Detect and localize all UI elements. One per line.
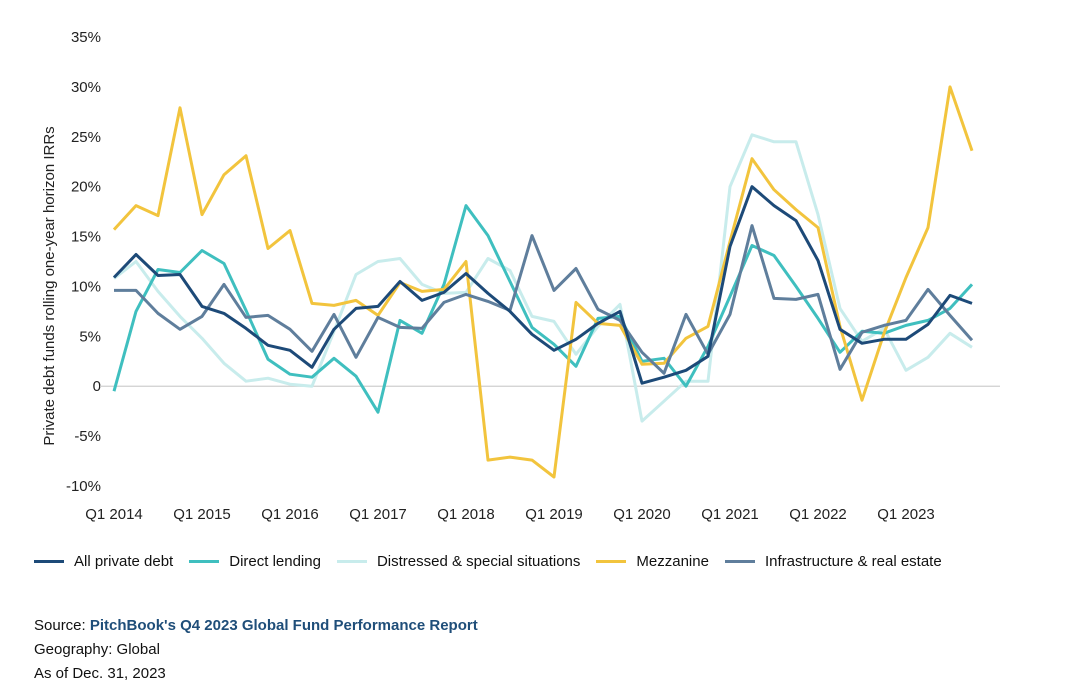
x-tick-label: Q1 2017 bbox=[349, 506, 407, 523]
x-tick-label: Q1 2021 bbox=[701, 506, 759, 523]
legend-swatch bbox=[336, 560, 367, 563]
x-tick-label: Q1 2020 bbox=[613, 506, 671, 523]
as-of-text: As of Dec. 31, 2023 bbox=[34, 665, 166, 682]
legend-item: Direct lending bbox=[189, 553, 321, 570]
line-chart: -10%-5%05%10%15%20%25%30%35% Q1 2014 Q1 2… bbox=[41, 29, 1000, 523]
source-prefix: Source: bbox=[34, 617, 90, 634]
series-line-direct-lending bbox=[112, 204, 974, 414]
series-line-distressed-special-situations bbox=[113, 133, 973, 423]
y-tick-label: 10% bbox=[71, 278, 101, 295]
y-axis-ticks: -10% -5% 0 5% 10% 15% 20% 25% 30% 35% bbox=[66, 29, 101, 495]
source-link[interactable]: PitchBook's Q4 2023 Global Fund Performa… bbox=[89, 617, 478, 634]
series-line-mezzanine bbox=[112, 85, 974, 479]
y-tick-label: 0 bbox=[93, 378, 101, 395]
x-axis-ticks: Q1 2014 Q1 2015 Q1 2016 Q1 2017 Q1 2018 Q1 20… bbox=[85, 506, 935, 523]
legend-swatch bbox=[724, 560, 755, 563]
y-tick-label: -5% bbox=[74, 428, 101, 445]
geography-text: Geography: Global bbox=[34, 641, 160, 658]
y-tick-label: 20% bbox=[71, 179, 101, 196]
legend-label: Distressed & special situations bbox=[376, 553, 581, 570]
legend-swatch bbox=[189, 560, 220, 563]
legend-label: Mezzanine bbox=[636, 553, 709, 570]
y-tick-label: 35% bbox=[71, 29, 101, 46]
x-tick-label: Q1 2023 bbox=[877, 506, 935, 523]
y-tick-label: 30% bbox=[71, 79, 101, 96]
x-tick-label: Q1 2019 bbox=[525, 506, 583, 523]
series-lines bbox=[112, 85, 974, 479]
x-tick-label: Q1 2022 bbox=[789, 506, 847, 523]
legend-item: Mezzanine bbox=[596, 553, 709, 570]
legend-swatch bbox=[34, 560, 64, 563]
legend-item: Distressed & special situations bbox=[336, 553, 581, 570]
legend-label: Direct lending bbox=[229, 553, 321, 570]
y-tick-label: 15% bbox=[71, 229, 101, 246]
series-line-infrastructure-real-estate bbox=[114, 224, 974, 375]
source-line: Source: PitchBook's Q4 2023 Global Fund … bbox=[34, 614, 478, 638]
series-line-all-private-debt bbox=[112, 185, 973, 385]
x-tick-label: Q1 2014 bbox=[85, 506, 143, 523]
y-axis-label: Private debt funds rolling one-year hori… bbox=[41, 126, 58, 445]
legend-item: Infrastructure & real estate bbox=[724, 553, 942, 570]
y-tick-label: 5% bbox=[79, 328, 101, 345]
footer: Source: PitchBook's Q4 2023 Global Fund … bbox=[34, 614, 478, 686]
chart-legend: All private debt Direct lending Distressed… bbox=[34, 553, 958, 570]
x-tick-label: Q1 2015 bbox=[173, 506, 231, 523]
y-tick-label: -10% bbox=[66, 478, 101, 495]
y-tick-label: 25% bbox=[71, 129, 101, 146]
legend-label: Infrastructure & real estate bbox=[764, 553, 942, 570]
x-tick-label: Q1 2016 bbox=[261, 506, 319, 523]
legend-item: All private debt bbox=[34, 553, 173, 570]
legend-swatch bbox=[596, 560, 627, 563]
x-tick-label: Q1 2018 bbox=[437, 506, 495, 523]
legend-label: All private debt bbox=[74, 553, 174, 570]
